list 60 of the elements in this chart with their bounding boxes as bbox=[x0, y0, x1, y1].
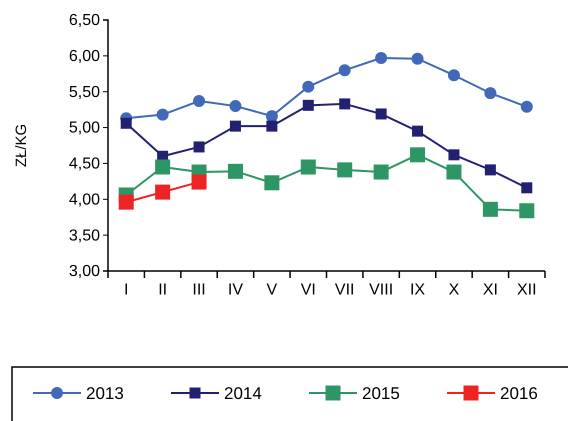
point bbox=[448, 69, 460, 82]
point bbox=[521, 182, 532, 194]
point bbox=[484, 87, 496, 100]
point bbox=[266, 120, 278, 132]
x-tick-label: III bbox=[192, 281, 206, 298]
point bbox=[446, 164, 462, 180]
point bbox=[264, 175, 280, 190]
point bbox=[339, 98, 350, 110]
point bbox=[338, 64, 351, 76]
legend-label: 2015 bbox=[362, 384, 400, 403]
point bbox=[300, 160, 316, 175]
y-tick-label: 5,00 bbox=[68, 120, 100, 137]
point bbox=[118, 194, 134, 210]
y-tick-label: 6,50 bbox=[68, 12, 100, 30]
point bbox=[484, 164, 496, 176]
point bbox=[412, 52, 424, 65]
x-tick-label: V bbox=[266, 281, 278, 298]
x-tick-label: II bbox=[158, 281, 168, 298]
point bbox=[194, 141, 205, 152]
y-tick-label: 3,00 bbox=[68, 263, 100, 280]
y-tick-label: 5,50 bbox=[68, 84, 100, 101]
point bbox=[156, 108, 169, 121]
point bbox=[230, 120, 241, 132]
x-tick-label: IV bbox=[228, 281, 244, 298]
point bbox=[302, 80, 314, 93]
x-tick-label: I bbox=[124, 281, 128, 298]
point bbox=[482, 202, 498, 217]
x-tick-label: VII bbox=[334, 281, 354, 298]
x-tick-label: XI bbox=[482, 281, 498, 298]
legend-label: 2013 bbox=[86, 384, 124, 403]
x-tick-label: XII bbox=[517, 281, 537, 298]
point bbox=[375, 52, 388, 64]
point bbox=[410, 147, 426, 162]
point bbox=[120, 118, 132, 129]
y-tick-label: 6,00 bbox=[68, 48, 100, 65]
point bbox=[229, 100, 242, 112]
y-axis-title: ZŁ/KG bbox=[13, 124, 30, 168]
point bbox=[155, 184, 170, 200]
point bbox=[302, 100, 314, 111]
x-tick-label: X bbox=[448, 281, 460, 298]
y-tick-label: 3,50 bbox=[68, 227, 100, 244]
point bbox=[337, 162, 352, 178]
point bbox=[266, 110, 278, 122]
point bbox=[228, 164, 243, 179]
point bbox=[155, 160, 170, 175]
point bbox=[376, 108, 387, 120]
x-tick-label: VI bbox=[300, 281, 316, 298]
point bbox=[412, 126, 424, 137]
x-tick-label: VIII bbox=[369, 281, 394, 298]
legend-label: 2016 bbox=[500, 384, 538, 403]
legend-label: 2014 bbox=[224, 384, 262, 403]
point bbox=[448, 149, 460, 160]
point bbox=[520, 100, 533, 113]
point bbox=[193, 95, 206, 108]
point bbox=[374, 164, 389, 180]
y-tick-label: 4,50 bbox=[68, 156, 100, 173]
y-tick-label: 4,00 bbox=[68, 191, 100, 208]
x-tick-label: IX bbox=[410, 281, 426, 298]
point bbox=[192, 174, 207, 190]
point bbox=[519, 203, 534, 218]
